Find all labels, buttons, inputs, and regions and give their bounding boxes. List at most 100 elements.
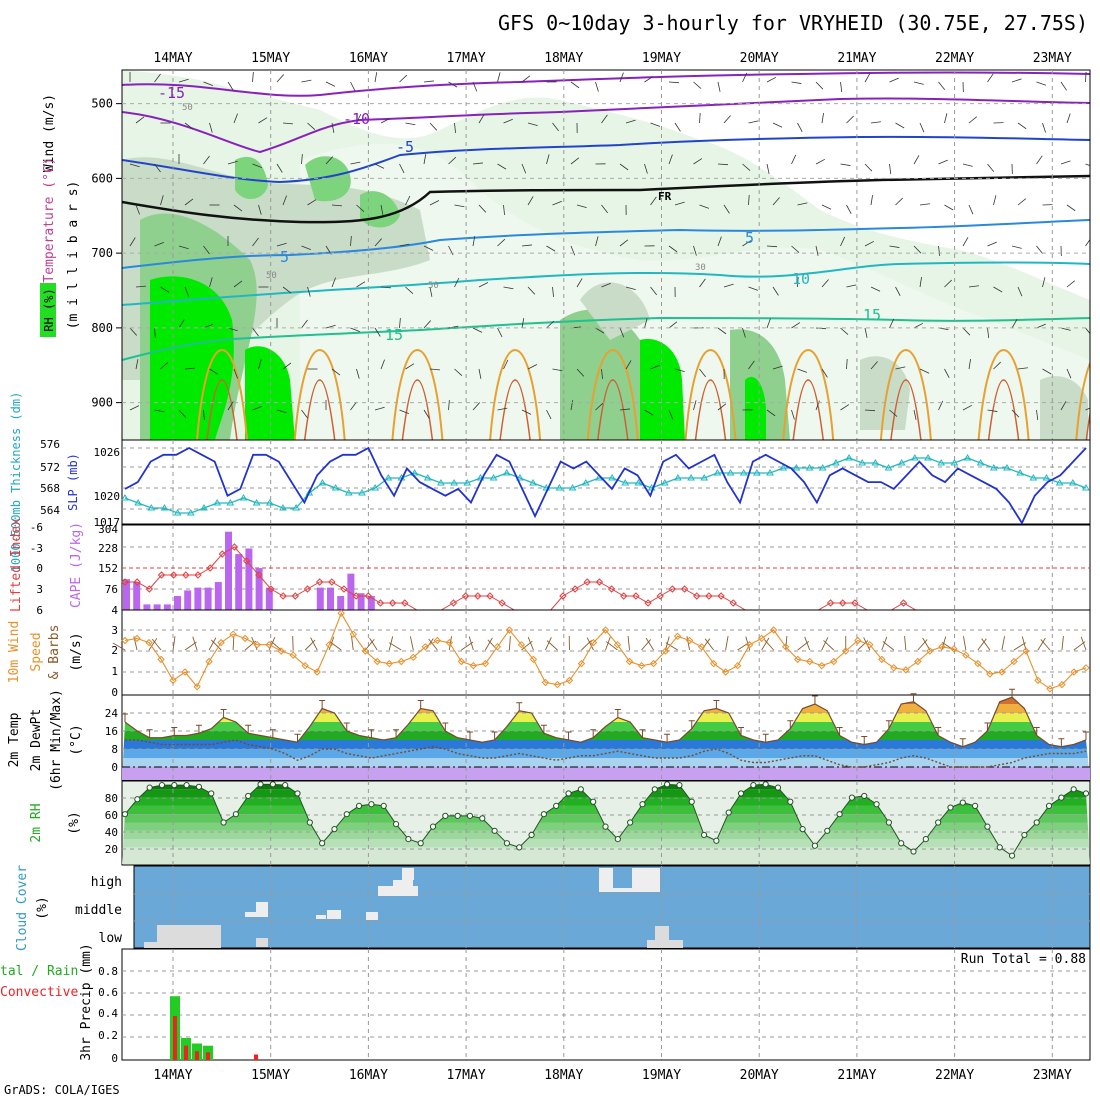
warm-contour bbox=[782, 348, 835, 440]
upper-barb bbox=[1060, 81, 1067, 91]
thickness-marker bbox=[160, 504, 169, 511]
thickness-marker bbox=[358, 489, 366, 496]
rh-label-50b: 50 bbox=[266, 271, 277, 281]
upper-barb bbox=[870, 195, 873, 206]
li-marker bbox=[157, 571, 166, 579]
li-marker bbox=[340, 585, 348, 593]
upper-barb bbox=[987, 73, 994, 83]
upper-barb bbox=[919, 203, 930, 206]
wind-barb bbox=[981, 638, 991, 651]
wind-marker bbox=[565, 676, 574, 685]
thickness-marker bbox=[937, 459, 946, 466]
thickness-marker bbox=[502, 469, 511, 476]
upper-barb bbox=[160, 362, 169, 370]
li-marker bbox=[291, 592, 300, 600]
rh2m-label: 2m RH bbox=[29, 803, 44, 842]
upper-barb bbox=[331, 122, 335, 133]
rh-marker bbox=[429, 823, 437, 830]
wind-barb bbox=[581, 639, 592, 651]
rh-band bbox=[122, 847, 1090, 864]
rh-blob bbox=[745, 376, 766, 440]
upper-barb bbox=[766, 76, 777, 83]
wind-marker bbox=[205, 657, 213, 666]
upper-barb bbox=[374, 327, 381, 337]
wind-marker bbox=[986, 670, 994, 678]
rh-marker bbox=[195, 783, 203, 790]
upper-barb bbox=[815, 81, 824, 90]
upper-barb bbox=[693, 81, 702, 89]
thickness-marker bbox=[279, 504, 287, 511]
upper-barb bbox=[944, 368, 950, 379]
upper-barb bbox=[552, 286, 554, 297]
wind-marker bbox=[181, 668, 189, 676]
cape-bar bbox=[225, 531, 232, 610]
upper-barb bbox=[1017, 286, 1023, 297]
wind-marker bbox=[337, 609, 345, 617]
temp-contour bbox=[122, 261, 1090, 306]
warm-contour-inner bbox=[499, 379, 531, 440]
cloud-block bbox=[599, 868, 613, 892]
thickness-marker bbox=[726, 469, 735, 476]
upper-barb bbox=[919, 122, 925, 133]
upper-barb bbox=[233, 280, 243, 288]
thickness-marker bbox=[1055, 479, 1064, 486]
upper-barb bbox=[840, 404, 850, 411]
upper-barb bbox=[521, 75, 531, 83]
rh-blob bbox=[245, 346, 295, 440]
li-marker bbox=[680, 585, 689, 593]
upper-barb bbox=[527, 196, 534, 206]
upper-barb bbox=[129, 405, 140, 411]
upper-barb bbox=[791, 322, 801, 329]
thickness-marker bbox=[239, 494, 248, 501]
upper-barb bbox=[748, 286, 759, 291]
rh-marker bbox=[171, 782, 178, 789]
li-tick-0: 0 bbox=[36, 562, 43, 575]
precip-conv-bar bbox=[173, 1016, 177, 1060]
upper-barb bbox=[331, 277, 336, 288]
rh-label-50a: 50 bbox=[182, 103, 193, 113]
upper-barb bbox=[178, 245, 189, 250]
wind-barb bbox=[268, 637, 276, 651]
upper-barb bbox=[919, 368, 930, 374]
li-marker bbox=[449, 599, 458, 607]
rh-marker bbox=[873, 801, 880, 808]
wind-barb bbox=[645, 637, 654, 651]
upper-barb bbox=[380, 286, 391, 289]
thickness-marker bbox=[779, 464, 788, 471]
upper-barb bbox=[668, 321, 678, 329]
wind-marker bbox=[517, 640, 526, 649]
wind-marker bbox=[289, 651, 297, 659]
upper-barb bbox=[987, 327, 990, 338]
upper-barb bbox=[1036, 81, 1047, 86]
wind-marker bbox=[445, 638, 454, 647]
wind-barb bbox=[763, 639, 775, 651]
upper-barb bbox=[1036, 323, 1046, 329]
rh-tick-60: 60 bbox=[105, 809, 118, 822]
li-marker bbox=[121, 578, 129, 586]
upper-ylabel-mb: (m i l l i b a r s) bbox=[66, 181, 81, 330]
li-marker bbox=[486, 592, 494, 600]
upper-barb bbox=[625, 286, 636, 290]
cape-tick-228: 228 bbox=[98, 542, 118, 555]
wind-barb bbox=[148, 638, 158, 651]
rh-marker bbox=[935, 819, 942, 826]
wind-marker bbox=[950, 645, 958, 653]
top-date-axis: 14MAY 15MAY 16MAY 17MAY 18MAY 19MAY 20MAY 21MAY… bbox=[153, 51, 1072, 66]
upper-barb bbox=[135, 285, 146, 288]
cape-bar bbox=[316, 587, 324, 610]
wind-marker bbox=[1058, 680, 1066, 689]
wind-marker bbox=[433, 636, 442, 645]
precip-panel: Run Total = 0.88 0.8 0.6 0.4 0.2 0 tal /… bbox=[0, 943, 1091, 1065]
rh-label-30: 30 bbox=[695, 263, 706, 273]
wind-marker bbox=[661, 647, 670, 655]
wind-barb bbox=[172, 636, 176, 651]
wind-marker bbox=[349, 630, 357, 638]
rh2m-grid bbox=[122, 781, 1090, 865]
rh-marker bbox=[787, 798, 794, 805]
wind-marker bbox=[709, 659, 718, 668]
pressure-tick-label: 800 bbox=[91, 321, 113, 335]
wind-marker bbox=[842, 647, 850, 655]
rh-marker bbox=[491, 827, 498, 834]
upper-barb bbox=[276, 409, 287, 414]
rh2m-panel: 80 60 40 20 2m RH (%) bbox=[29, 780, 1091, 866]
